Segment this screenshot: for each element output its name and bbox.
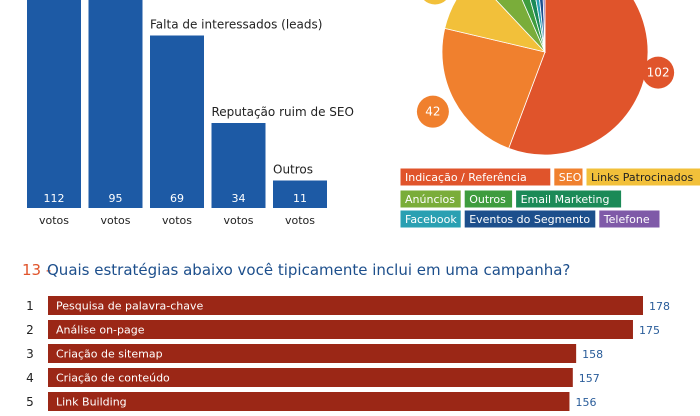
bar-4 — [211, 123, 266, 208]
pie-slice-5 — [521, 0, 546, 53]
bar-value-label: 69 — [170, 192, 184, 205]
bar-value-label: 95 — [109, 192, 123, 205]
legend-entry-label: Email Marketing — [521, 193, 610, 206]
legend-entry-label: Telefone — [603, 213, 650, 226]
legend-entry-label: Outros — [469, 193, 506, 206]
hbar-5 — [48, 392, 570, 411]
bar-unit-label: votos — [223, 214, 253, 227]
bar-unit-label: votos — [162, 214, 192, 227]
rank-label: 1 — [26, 299, 34, 313]
hbar-4 — [48, 368, 573, 387]
bar-value-label: 34 — [232, 192, 246, 205]
bar-category-label: Falta de interessados (leads) — [150, 18, 322, 32]
hbar-category-label: Criação de conteúdo — [56, 372, 170, 385]
question-number: 13 - — [22, 261, 51, 279]
bar-category-label: Outros — [273, 163, 313, 177]
bar-unit-label: votos — [39, 214, 69, 227]
pie-slice-4 — [495, 0, 546, 53]
bar-5 — [273, 180, 327, 208]
hbar-value-label: 157 — [579, 372, 600, 385]
pie-value-label: 102 — [647, 66, 670, 80]
pie-value-label: 42 — [425, 105, 440, 119]
legend-swatch — [399, 189, 462, 209]
pie-slice-2 — [441, 27, 546, 149]
pie-legend: Indicação / Referência SEO Links Patrocina… — [399, 167, 700, 229]
legend-swatch — [399, 209, 462, 229]
hbar-3 — [48, 344, 577, 363]
hbar-category-label: Link Building — [56, 396, 127, 409]
legend-swatch — [598, 209, 661, 229]
rank-label: 2 — [26, 323, 34, 337]
legend-swatch — [585, 167, 700, 187]
bar-1 — [27, 0, 81, 208]
chart-title: Quais estratégias abaixo você tipicament… — [47, 261, 570, 279]
legend-entry-label: Eventos do Segmento — [469, 213, 590, 226]
hbar-value-label: 175 — [639, 324, 660, 337]
pie-slice-7 — [535, 0, 546, 53]
pie-value-badge — [423, 0, 447, 5]
rank-label: 4 — [26, 371, 34, 385]
legend-swatch — [463, 209, 597, 229]
hbar-category-label: Pesquisa de palavra-chave — [56, 300, 203, 313]
hbar-value-label: 158 — [582, 348, 603, 361]
legend-entry-label: SEO — [559, 171, 582, 184]
pie-slice-9 — [542, 0, 546, 53]
legend-entry-label: Anúncios — [405, 193, 455, 206]
hbar-value-label: 178 — [649, 300, 670, 313]
vertical-bar-chart: 112 votos 95 votos 69 votos Falta de interessa… — [27, 0, 354, 227]
rank-label: 3 — [26, 347, 34, 361]
legend-entry-label: Links Patrocinados — [591, 171, 693, 184]
pie-value-badge — [416, 95, 449, 128]
hbar-1 — [48, 296, 643, 315]
pie-slice-3 — [444, 0, 547, 53]
pie-slice-6 — [529, 0, 546, 53]
bar-value-label: 11 — [293, 192, 307, 205]
bar-unit-label: votos — [100, 214, 130, 227]
bar-value-label: 112 — [44, 192, 65, 205]
rank-label: 5 — [26, 395, 34, 409]
bar-2 — [88, 0, 143, 208]
legend-entry-label: Facebook — [405, 213, 457, 226]
legend-swatch — [399, 167, 552, 187]
horizontal-bar-chart: 13 -Quais estratégias abaixo você tipica… — [22, 261, 670, 411]
pie-chart: 102421710 — [416, 0, 675, 156]
legend-swatch — [463, 189, 514, 209]
hbar-value-label: 156 — [575, 396, 596, 409]
bar-unit-label: votos — [285, 214, 315, 227]
hbar-category-label: Análise on-page — [56, 324, 145, 337]
pie-value-badge — [642, 56, 675, 89]
legend-swatch — [553, 167, 584, 187]
bar-3 — [150, 35, 204, 208]
bar-category-label: Reputação ruim de SEO — [212, 105, 354, 119]
hbar-2 — [48, 320, 633, 339]
legend-swatch — [515, 189, 623, 209]
legend-entry-label: Indicação / Referência — [405, 171, 527, 184]
hbar-category-label: Criação de sitemap — [56, 348, 163, 361]
